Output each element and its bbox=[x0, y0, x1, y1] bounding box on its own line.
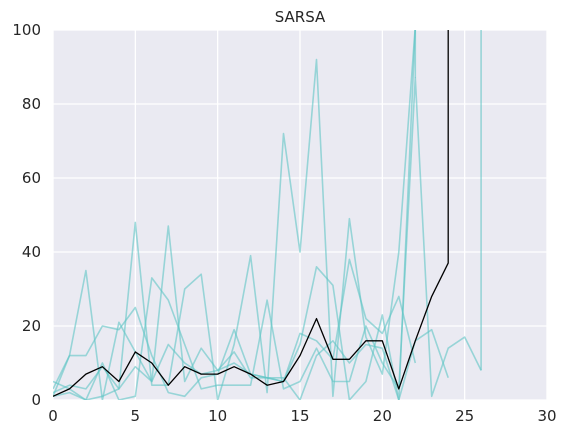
x-tick-label: 0 bbox=[48, 407, 58, 425]
run-series-line-1 bbox=[53, 30, 416, 400]
y-tick-labels: 0 20 40 60 80 100 bbox=[12, 21, 41, 409]
run-series-line-4 bbox=[53, 328, 449, 400]
y-tick-label: 80 bbox=[22, 95, 41, 113]
x-tick-label: 10 bbox=[208, 407, 227, 425]
run-series-line-2 bbox=[53, 30, 416, 400]
x-tick-labels: 0 5 10 15 20 25 30 bbox=[48, 407, 556, 425]
y-tick-label: 100 bbox=[12, 21, 41, 39]
mean-line bbox=[53, 30, 449, 397]
y-tick-label: 0 bbox=[31, 391, 41, 409]
run-lines bbox=[53, 30, 482, 400]
run-series-line-5 bbox=[53, 77, 482, 400]
x-tick-label: 15 bbox=[290, 407, 309, 425]
x-tick-label: 25 bbox=[455, 407, 474, 425]
chart-title: SARSA bbox=[275, 8, 326, 26]
run-series-line-3 bbox=[53, 258, 417, 398]
x-tick-label: 20 bbox=[373, 407, 392, 425]
y-tick-label: 20 bbox=[22, 317, 41, 335]
y-tick-label: 60 bbox=[22, 169, 41, 187]
x-tick-label: 30 bbox=[537, 407, 556, 425]
y-tick-label: 40 bbox=[22, 243, 41, 261]
mean-series-line bbox=[53, 30, 449, 397]
x-tick-label: 5 bbox=[131, 407, 141, 425]
